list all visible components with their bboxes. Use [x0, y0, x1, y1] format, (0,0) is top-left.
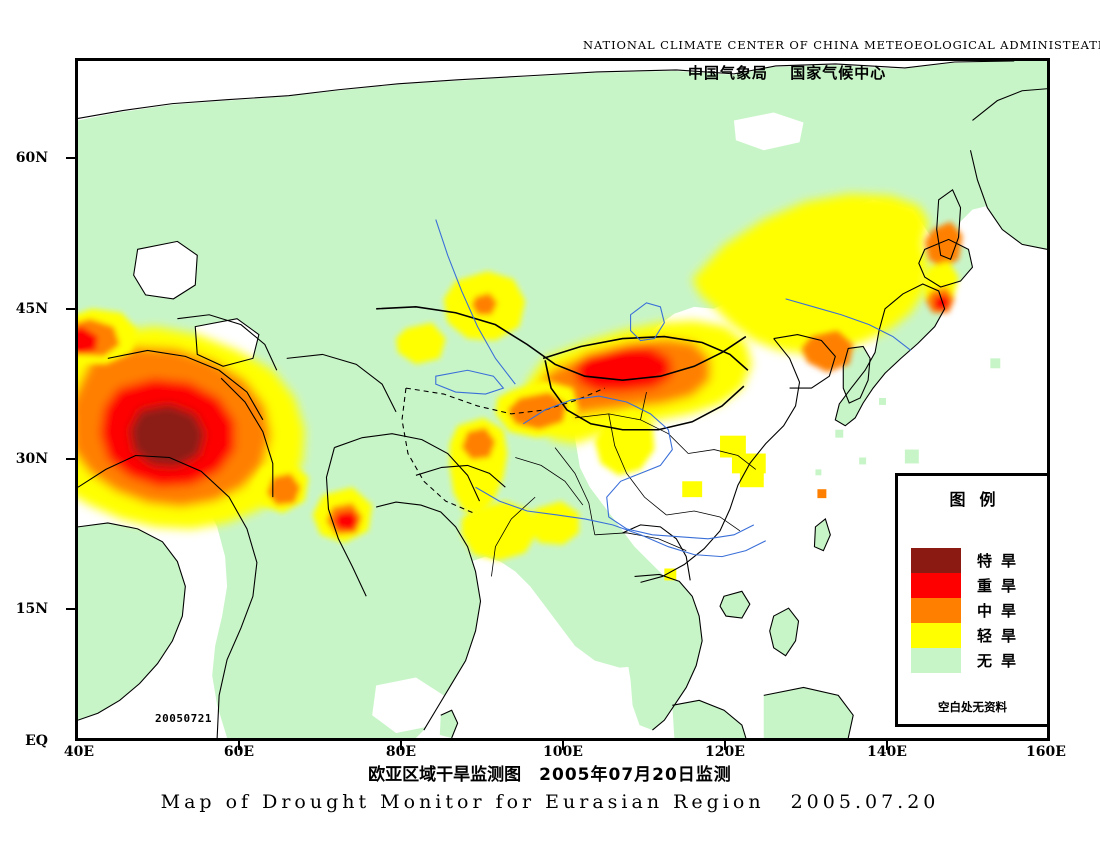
- band-light-jiangxi: [682, 481, 703, 498]
- drought-map[interactable]: [75, 58, 1050, 741]
- drought-region-north-china: [495, 320, 752, 476]
- band-moderate-kazakh-north: [471, 292, 498, 315]
- indochina-peninsula: [622, 574, 703, 731]
- band-moderate-jilin: [801, 330, 854, 373]
- drought-region-tibet: [449, 417, 508, 515]
- arabian-peninsula: [78, 522, 186, 721]
- legend-label-no-drought: 无旱: [977, 652, 1026, 670]
- x-tick-label-160e: 160E: [1026, 744, 1066, 760]
- band-light-kazakh-west: [396, 322, 446, 365]
- band-moderate-tibet: [461, 427, 496, 460]
- band-light-jiangsu: [720, 435, 746, 458]
- river-yangtze: [475, 486, 766, 558]
- pixel-moderate-east-sea: [817, 489, 827, 499]
- band-light-yunnan-guizhou: [461, 501, 538, 561]
- y-tick-mark-15n: [66, 608, 75, 610]
- legend-label-moderate-drought: 中旱: [977, 602, 1026, 620]
- legend-label-light-drought: 轻旱: [977, 627, 1026, 645]
- band-moderate-gulf: [266, 473, 301, 506]
- drought-region-west-siberia: [396, 271, 526, 365]
- x-tick-label-140e: 140E: [867, 744, 907, 760]
- date-stamp: 20050721: [155, 712, 212, 725]
- agency-name-chinese: 中国气象局 国家气候中心: [688, 64, 887, 82]
- band-light-guangxi: [664, 568, 677, 581]
- x-tick-label-40e: 40E: [63, 744, 95, 760]
- map-canvas: [78, 61, 1047, 738]
- band-light-zhejiang: [739, 471, 764, 488]
- sri-lanka-island: [439, 710, 458, 738]
- legend-swatch-no-drought: [911, 648, 961, 673]
- legend-label-extreme-drought: 特旱: [977, 552, 1026, 570]
- map-title-chinese-text: 欧亚区域干旱监测图: [368, 765, 522, 785]
- rivers: [435, 219, 912, 558]
- y-tick-label-eq: EQ: [25, 733, 48, 749]
- philippines-island: [769, 608, 799, 656]
- x-tick-label-100e: 100E: [543, 744, 583, 760]
- legend-title: 图例: [949, 490, 1010, 509]
- drought-region-northeast: [692, 193, 963, 373]
- kamchatka-peninsula: [970, 88, 1047, 250]
- agency-name-english: NATIONAL CLIMATE CENTER OF CHINA METEOEO…: [583, 38, 1100, 52]
- river-yellow: [522, 395, 755, 540]
- drought-region-south-china: [461, 501, 579, 561]
- y-tick-label-60n: 60N: [15, 150, 48, 166]
- y-tick-mark-30n: [66, 458, 75, 460]
- x-tick-label-120e: 120E: [705, 744, 745, 760]
- legend-swatch-extreme-drought: [911, 548, 961, 573]
- map-title-chinese-date: 2005年07月20日监测: [539, 765, 732, 785]
- lake-baikal: [630, 302, 665, 342]
- legend-item-no-drought[interactable]: 无旱: [911, 648, 1043, 673]
- legend-item-moderate-drought[interactable]: 中旱: [911, 598, 1043, 623]
- y-tick-label-45n: 45N: [15, 301, 48, 317]
- x-tick-mark-120e: [724, 741, 726, 750]
- map-title-english: Map of Drought Monitor for Eurasian Regi…: [0, 791, 1100, 813]
- legend-rows: 特旱 重旱 中旱 轻旱 无旱: [911, 548, 1043, 673]
- japan-honshu: [835, 284, 945, 426]
- y-tick-label-15n: 15N: [15, 601, 48, 617]
- coastlines-and-borders: [78, 61, 1047, 738]
- x-tick-mark-140e: [886, 741, 888, 750]
- y-tick-label-30n: 30N: [15, 451, 48, 467]
- india-peninsula: [364, 502, 481, 738]
- band-light-sichuan: [529, 501, 579, 545]
- band-severe-caspian: [78, 326, 98, 355]
- drought-region-central-asia: [78, 308, 373, 543]
- legend-swatch-severe-drought: [911, 573, 961, 598]
- lake-balkhash: [435, 369, 505, 395]
- x-tick-mark-100e: [562, 741, 564, 750]
- legend-item-extreme-drought[interactable]: 特旱: [911, 548, 1043, 573]
- band-extreme-drought-iran: [129, 403, 206, 468]
- borneo-island: [763, 687, 854, 738]
- legend-swatch-light-drought: [911, 623, 961, 648]
- river-amur: [785, 298, 912, 351]
- band-moderate-sakhalin: [924, 221, 963, 270]
- band-light-northeast-china: [692, 193, 929, 355]
- legend-swatch-moderate-drought: [911, 598, 961, 623]
- legend-item-light-drought[interactable]: 轻旱: [911, 623, 1043, 648]
- band-severe-north-china: [574, 346, 673, 393]
- legend-item-severe-drought[interactable]: 重旱: [911, 573, 1043, 598]
- malay-archipelago: [672, 700, 746, 738]
- drought-region-east-coast: [664, 435, 766, 581]
- x-tick-label-60e: 60E: [223, 744, 255, 760]
- legend-box: 图例 特旱 重旱 中旱 轻旱 无旱 空白处无资料: [895, 473, 1050, 727]
- x-tick-label-80e: 80E: [385, 744, 417, 760]
- band-severe-makran: [333, 511, 359, 531]
- y-tick-mark-60n: [66, 157, 75, 159]
- band-light-shanghai: [731, 453, 766, 474]
- map-title-chinese: 欧亚区域干旱监测图 2005年07月20日监测: [0, 760, 1100, 785]
- x-tick-mark-60e: [238, 741, 240, 750]
- band-light-shanxi-spur: [594, 409, 655, 476]
- y-tick-mark-45n: [66, 308, 75, 310]
- map-title-english-date: 2005.07.20: [790, 791, 940, 813]
- x-tick-mark-80e: [400, 741, 402, 750]
- hainan-island: [720, 591, 750, 619]
- map-title-english-text: Map of Drought Monitor for Eurasian Regi…: [160, 791, 765, 813]
- legend-label-severe-drought: 重旱: [977, 577, 1026, 595]
- legend-note: 空白处无资料: [938, 700, 1007, 714]
- river-ob: [435, 219, 516, 385]
